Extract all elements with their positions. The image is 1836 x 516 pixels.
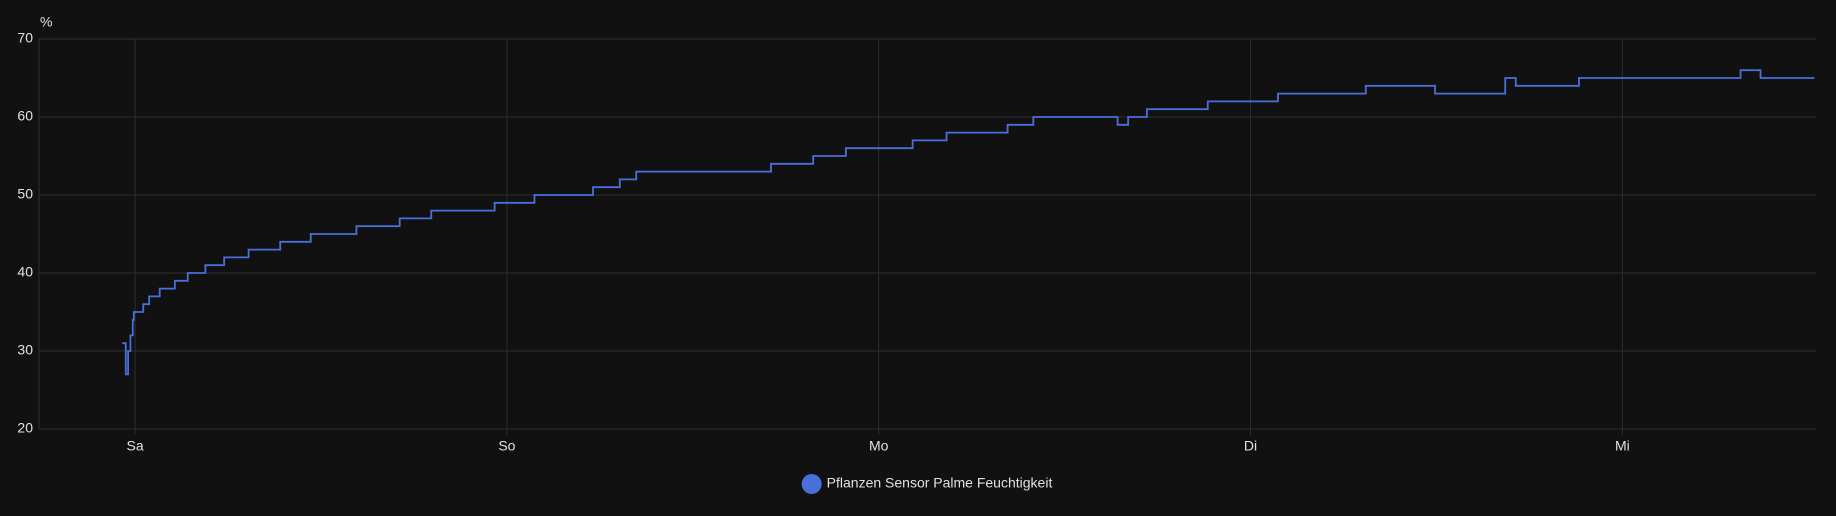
- x-tick-label: Di: [1244, 438, 1257, 454]
- y-tick-label: 60: [17, 108, 33, 124]
- y-tick-label: 30: [17, 342, 33, 358]
- legend-label: Pflanzen Sensor Palme Feuchtigkeit: [827, 475, 1053, 491]
- data-line: [122, 69, 1815, 376]
- x-tick-label: Mo: [869, 438, 889, 454]
- x-tick-label: So: [498, 438, 515, 454]
- y-tick-label: 50: [17, 186, 33, 202]
- legend-swatch: [801, 474, 822, 494]
- x-tick-label: Mi: [1615, 438, 1630, 454]
- y-axis-unit: %: [40, 14, 52, 30]
- y-tick-label: 20: [17, 420, 33, 436]
- x-tick-label: Sa: [126, 438, 143, 454]
- y-tick-label: 70: [17, 30, 33, 46]
- y-tick-label: 40: [17, 264, 33, 280]
- legend-item: Pflanzen Sensor Palme Feuchtigkeit: [801, 474, 1053, 494]
